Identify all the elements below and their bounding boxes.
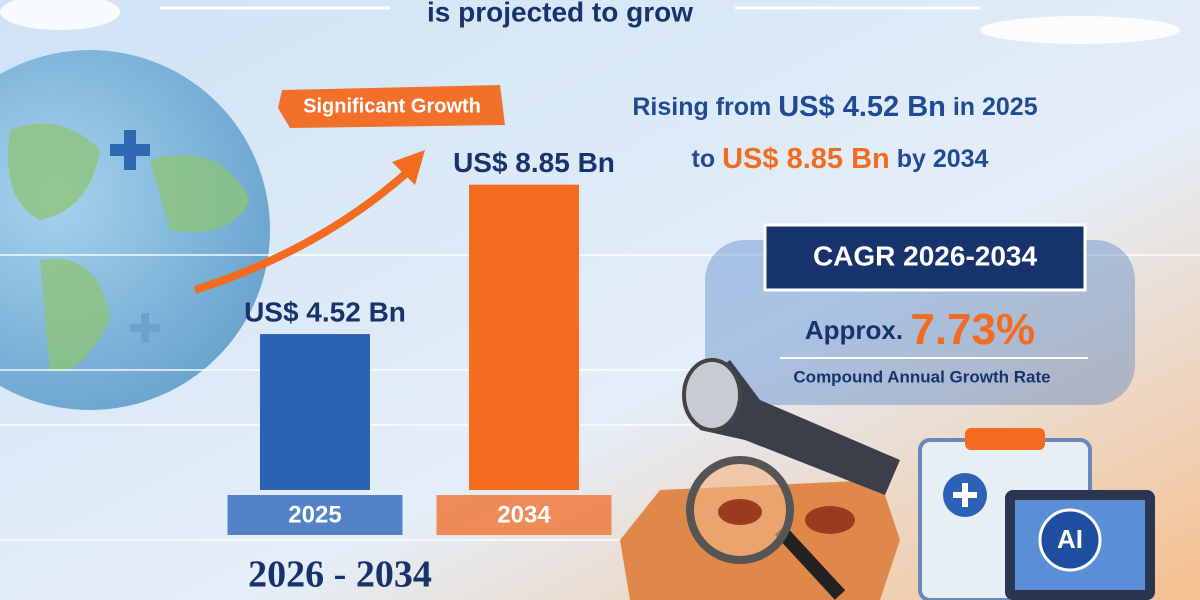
plus-icon — [110, 130, 150, 170]
arrow-head — [392, 150, 425, 185]
bar — [469, 184, 579, 491]
callout-text: to — [692, 145, 716, 173]
cagr-caption: Compound Annual Growth Rate — [793, 367, 1050, 386]
plus-icon — [130, 313, 160, 343]
growth-arrow — [193, 167, 413, 294]
x-tick-label: 2025 — [288, 501, 341, 528]
period-label: 2026 - 2034 — [248, 554, 432, 596]
dermatoscope — [690, 360, 900, 495]
cloud — [980, 16, 1180, 44]
bar — [260, 334, 370, 490]
lesion — [805, 506, 855, 534]
callout-value: US$ 4.52 Bn — [778, 91, 946, 123]
cloud — [0, 0, 120, 30]
cagr-header — [763, 223, 1087, 292]
badge-ribbon — [278, 85, 505, 128]
badge-text: Significant Growth — [303, 95, 481, 117]
category-band — [227, 495, 403, 535]
cagr-rate: 7.73% — [910, 305, 1035, 354]
ai-label: AI — [1057, 524, 1083, 554]
category-band — [436, 495, 612, 535]
callout-text: in 2025 — [953, 93, 1038, 121]
cagr-prefix: Approx. — [805, 315, 903, 345]
continents — [8, 123, 250, 372]
value-label: US$ 4.52 Bn — [244, 296, 406, 327]
magnifier-handle — [774, 525, 846, 600]
clip — [965, 428, 1045, 450]
callout-value: US$ 8.85 Bn — [722, 143, 890, 175]
x-tick-label: 2034 — [497, 501, 551, 528]
bar-chart: US$ 4.52 Bn 2025 US$ 8.85 Bn 2034 — [227, 147, 615, 535]
lesion — [718, 499, 762, 525]
callout-line: to US$ 8.85 Bn by 2034 — [692, 143, 989, 175]
chart-title: is projected to grow — [427, 0, 693, 27]
plus-icon — [953, 483, 977, 507]
value-label: US$ 8.85 Bn — [453, 147, 615, 178]
callout-text: Rising from — [632, 93, 771, 121]
cagr-line: Approx. 7.73% — [805, 305, 1035, 354]
cagr-title: CAGR 2026-2034 — [813, 240, 1038, 271]
callout-line: Rising from US$ 4.52 Bn in 2025 — [632, 91, 1037, 123]
callout-text: by 2034 — [897, 145, 989, 173]
dermatoscope-lens — [682, 358, 742, 432]
ai-badge — [1038, 508, 1102, 572]
